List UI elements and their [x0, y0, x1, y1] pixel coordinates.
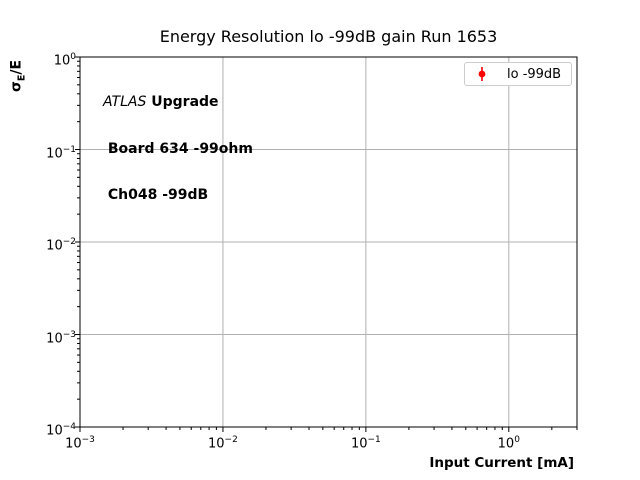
annotation-line2: Board 634 -99ohm: [103, 140, 253, 157]
plot-border: [79, 56, 578, 428]
legend-box: lo -99dB: [464, 62, 572, 86]
y-tick-label: 10−4: [46, 422, 76, 439]
y-axis-label-subscript: E: [16, 74, 28, 82]
annotation: ATLAS Upgrade Board 634 -99ohm Ch048 -99…: [103, 64, 253, 235]
x-tick-label: 10−1: [350, 435, 381, 452]
x-tick-label: 10−2: [208, 435, 238, 452]
annotation-line3: Ch048 -99dB: [103, 187, 209, 203]
errorbar-marker-icon: [478, 67, 486, 81]
y-tick-label: 100: [53, 52, 76, 69]
x-tick-label: 100: [497, 435, 520, 452]
x-axis-label: Input Current [mA]: [429, 455, 574, 471]
y-tick-label: 10−1: [46, 144, 76, 161]
annotation-upgrade-text: Upgrade: [146, 94, 219, 110]
x-tick-label: 10−3: [65, 435, 95, 452]
annotation-line1: ATLAS Upgrade: [103, 94, 253, 111]
legend-entry-label: lo -99dB: [507, 66, 562, 82]
annotation-atlas-text: ATLAS: [103, 94, 147, 110]
y-tick-label: 10−3: [46, 329, 76, 346]
chart-title: Energy Resolution lo -99dB gain Run 1653: [159, 27, 498, 46]
y-tick-label: 10−2: [46, 237, 76, 254]
y-axis-label-sigma: σ: [8, 81, 25, 93]
